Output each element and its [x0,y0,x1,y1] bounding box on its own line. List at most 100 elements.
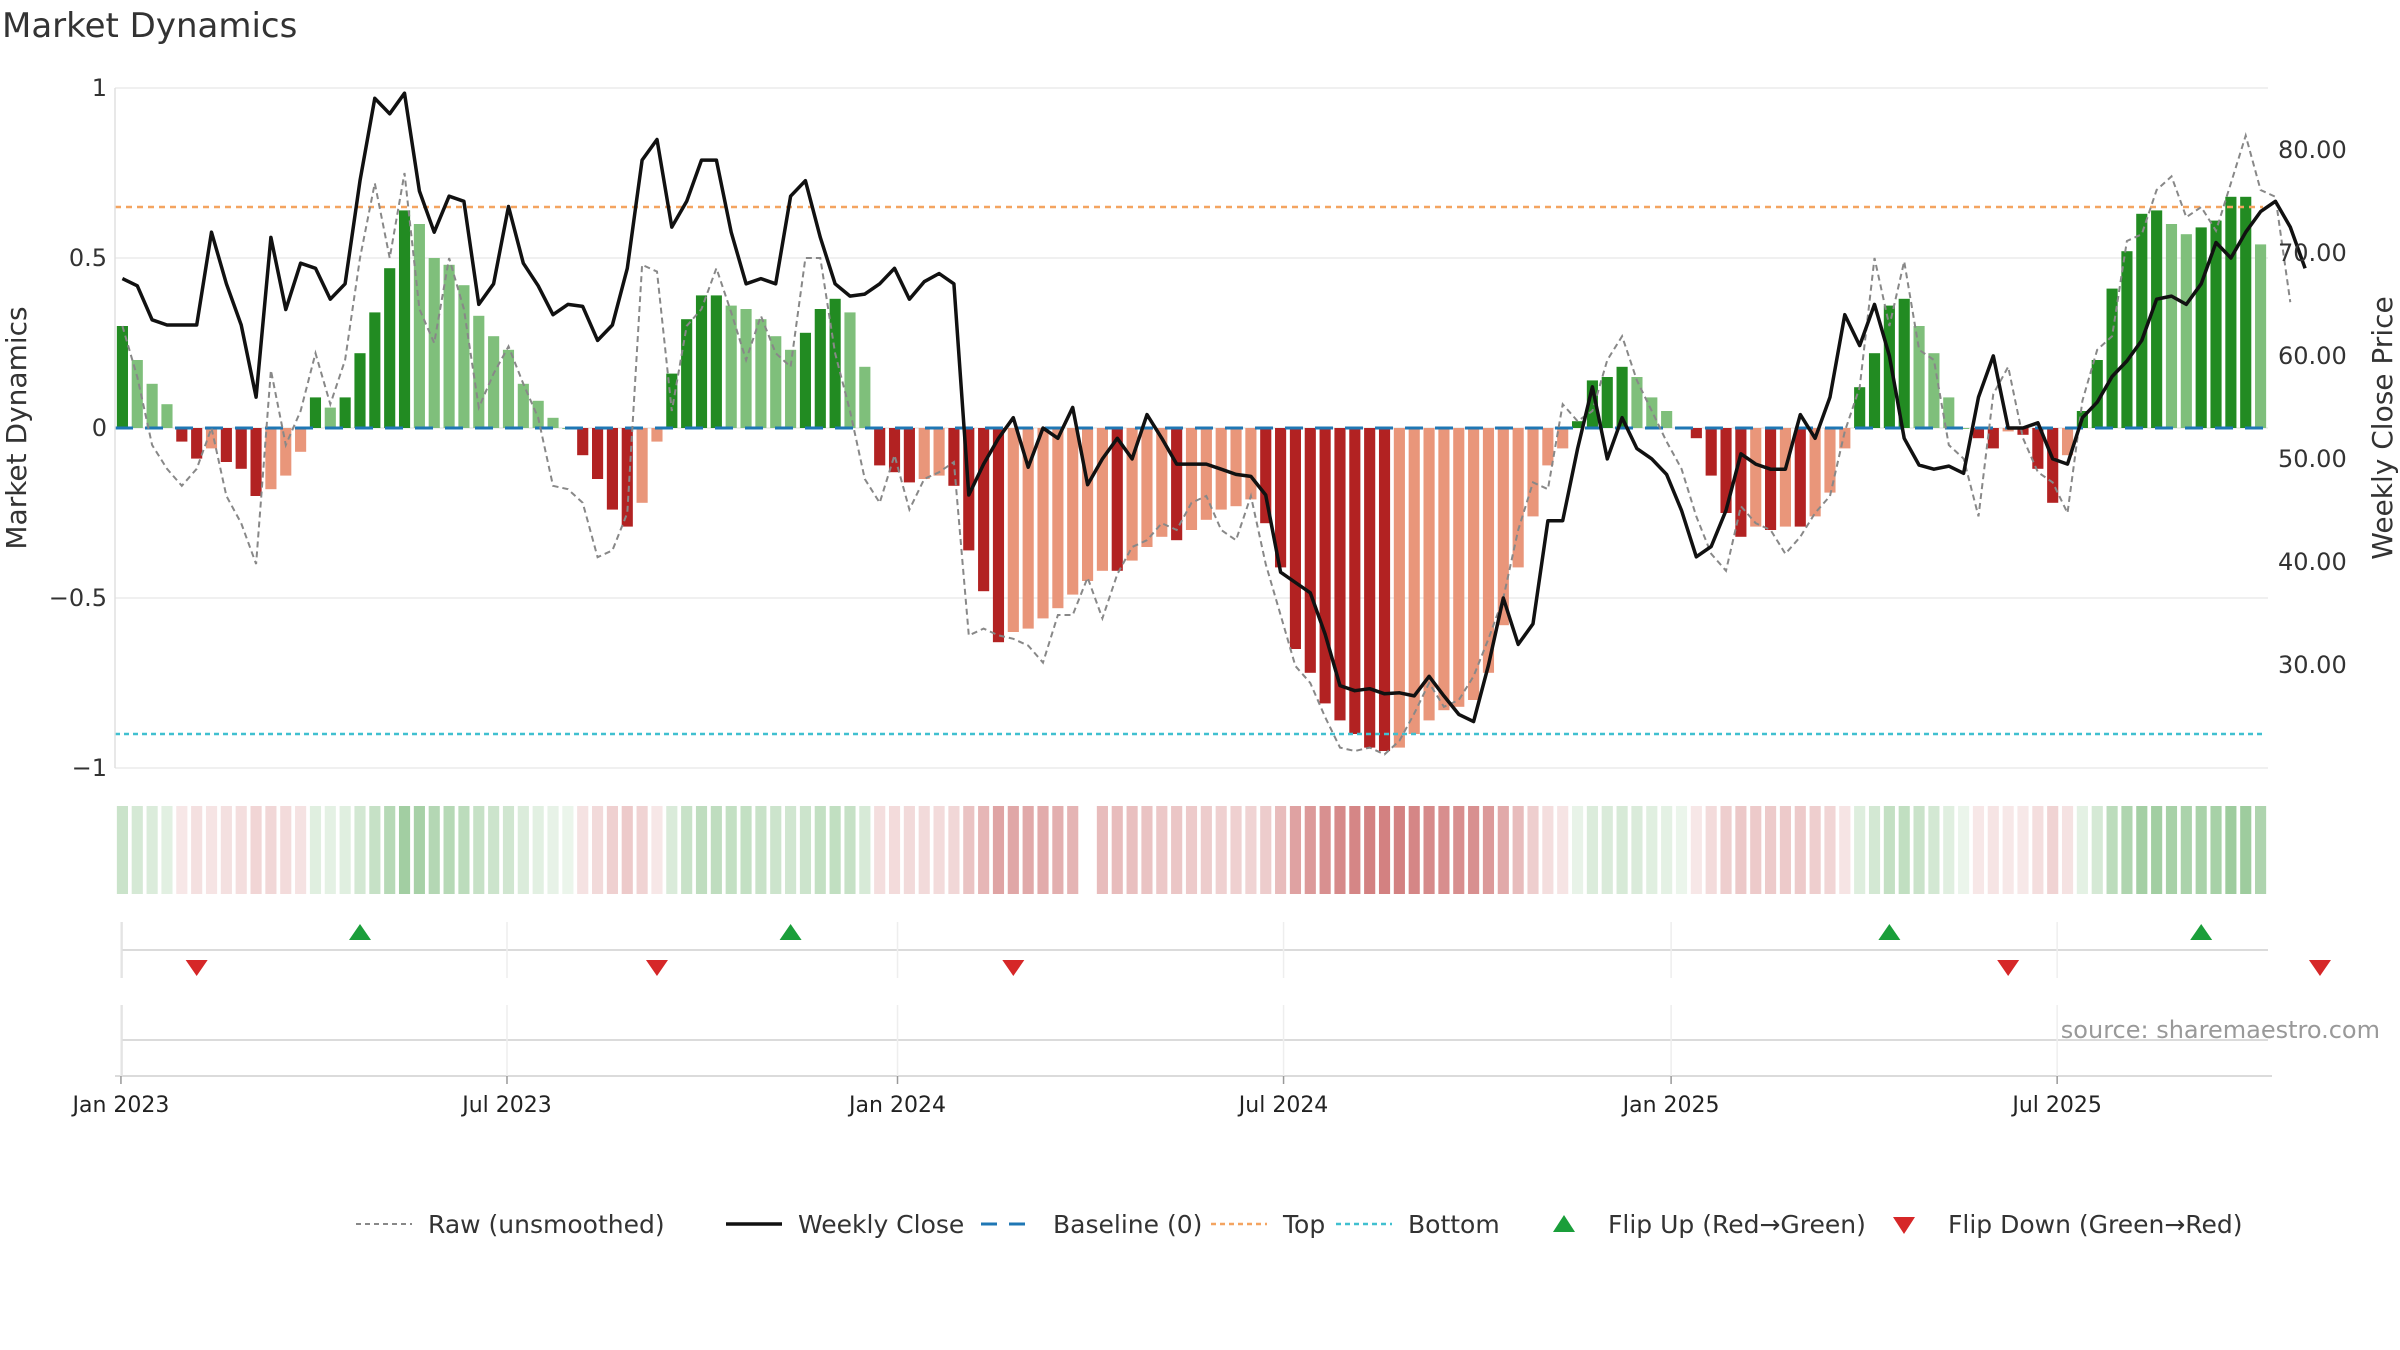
dynamics-bar [2032,428,2044,469]
heat-cell [1794,806,1806,894]
dynamics-bar [1453,428,1465,707]
heat-cell [725,806,737,894]
dynamics-bar [398,210,411,428]
heat-cell [1987,806,1999,894]
heat-cell [829,806,841,894]
heat-cell [814,806,826,894]
heat-cell [2017,806,2029,894]
flip-up-marker [2190,924,2213,940]
dynamics-bar [309,397,322,428]
dynamics-bar [1111,428,1123,571]
dynamics-bar [1200,428,1212,520]
right-tick-label: 40.00 [2278,548,2347,576]
dynamics-bar [1468,428,1480,700]
left-tick-label: 1 [92,74,107,102]
dynamics-bar [785,349,797,428]
heat-cell [1215,806,1227,894]
heat-cell [1661,806,1673,894]
dynamics-bar [1260,428,1272,524]
dynamics-bar [1423,428,1435,721]
left-tick-label: −1 [72,754,107,782]
heat-cell [636,806,648,894]
heat-cell [2002,806,2014,894]
dynamics-bar [1289,428,1302,649]
heat-cell [1334,806,1346,894]
dynamics-bar [2165,224,2178,428]
dynamics-bar [1185,428,1198,530]
heat-cell [2195,806,2207,894]
heat-cell [2225,806,2237,894]
heat-cell [2061,806,2074,894]
flip-up-marker [1878,924,1901,940]
x-tick-label: Jan 2024 [847,1093,946,1118]
dynamics-bar [443,264,455,428]
dynamics-bar [1334,428,1346,721]
raw-line [121,132,2292,756]
heat-cell [651,806,663,894]
heat-cell [131,806,143,894]
legend-label: Flip Up (Red→Green) [1608,1210,1866,1239]
dynamics-bar [235,428,247,469]
heat-cell [963,806,975,894]
dynamics-bar [1943,397,1955,428]
heat-cell [309,806,322,894]
heat-cell [948,806,960,894]
heat-cell [2240,806,2252,894]
heat-cell [992,806,1005,894]
heat-cell [1765,806,1777,894]
heat-cell [235,806,247,894]
flip-markers-panel [120,922,2331,978]
dynamics-bar [1364,428,1376,748]
heat-cell [1497,806,1509,894]
dynamics-bar [1081,428,1094,581]
heat-cell [1230,806,1242,894]
heat-cell [1378,806,1391,894]
heat-cell [532,806,544,894]
heat-cell [1275,806,1287,894]
dynamics-bar [2240,196,2252,428]
dynamics-bar [339,397,351,428]
dynamics-bar [547,417,559,428]
heat-cell [1943,806,1955,894]
heat-cell [1141,806,1153,894]
heat-cell [770,806,782,894]
heat-cell [398,806,411,894]
dynamics-bar [1156,428,1168,537]
dynamics-bar [1408,428,1420,734]
heat-cell [1289,806,1302,894]
heat-cell [1200,806,1212,894]
heat-cell [1096,806,1108,894]
dynamics-bar [2017,428,2029,435]
heat-cell [1913,806,1925,894]
dynamics-bar [710,295,722,428]
dynamics-bar [1542,428,1554,466]
dynamics-bar [1809,428,1821,517]
dynamics-bar [131,360,143,428]
heat-cell [1126,806,1138,894]
heat-cell [1883,806,1895,894]
right-tick-label: 80.00 [2278,136,2347,164]
heat-cell [1735,806,1747,894]
dynamics-bar [1854,387,1866,428]
dynamics-bar [502,349,515,428]
dynamics-bar [681,319,693,428]
dynamics-bar [1393,428,1405,748]
x-axis: Jan 2023 Jul 2023 Jan 2024 Jul 2024 Jan 2025… [70,1076,2102,1118]
flip-down-marker [185,960,208,976]
dynamics-bar [1245,428,1257,500]
flip-up-marker [348,924,371,940]
heat-cell [1156,806,1168,894]
flip-down-marker [2308,960,2331,976]
heat-cell [755,806,767,894]
dynamics-bar [1067,428,1079,595]
heat-cell [710,806,722,894]
dynamics-bar [666,373,678,428]
heat-cell [443,806,455,894]
dynamics-bar [1987,428,1999,449]
heat-cell [2106,806,2118,894]
left-tick-label: 0 [92,414,107,442]
heat-cell [324,806,336,894]
dynamics-bar [1735,428,1747,537]
heat-cell [295,806,307,894]
